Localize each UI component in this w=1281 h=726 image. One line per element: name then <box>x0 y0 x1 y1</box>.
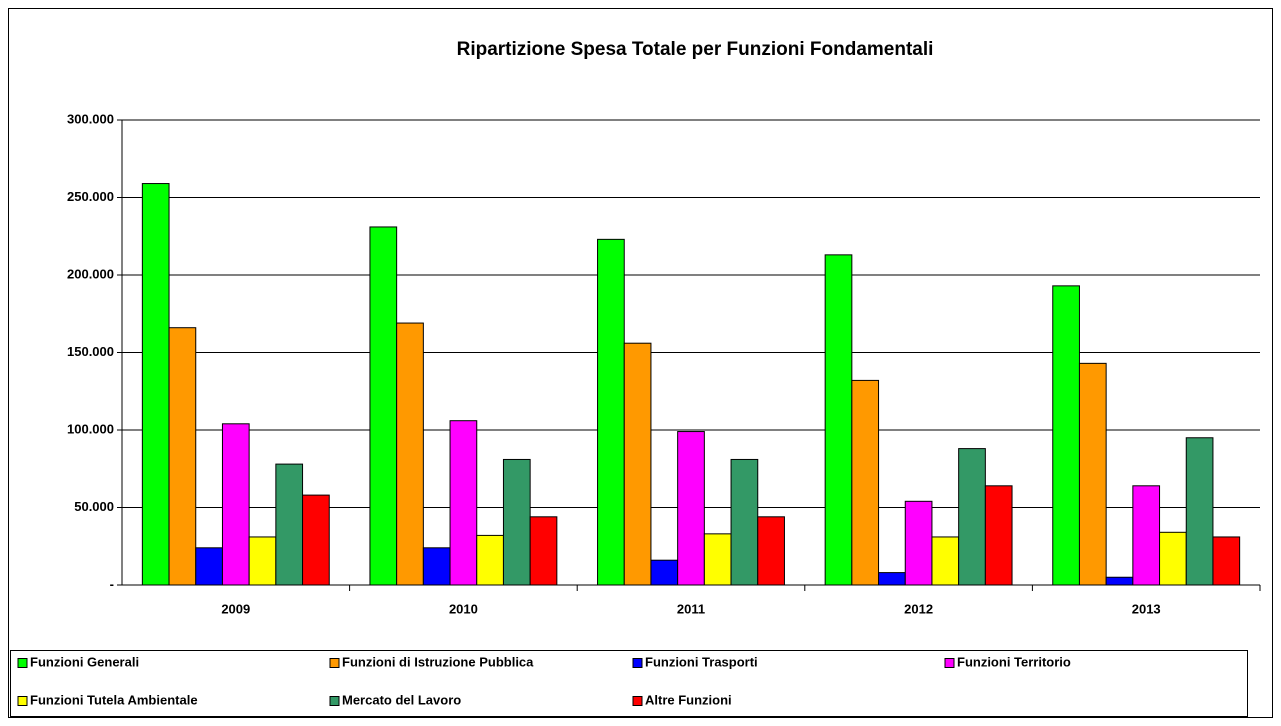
bar <box>623 342 652 586</box>
x-tick-label: 2009 <box>221 601 250 616</box>
bar <box>851 379 880 586</box>
bar <box>703 533 732 586</box>
bar <box>1132 485 1161 586</box>
bar <box>931 536 960 586</box>
bar <box>221 423 250 586</box>
legend-label: Altre Funzioni <box>645 692 732 707</box>
bar <box>449 420 478 586</box>
legend-swatch <box>329 696 340 706</box>
bar <box>677 431 705 586</box>
y-tick-label: 50.000 <box>74 499 114 514</box>
legend-swatch <box>17 658 28 668</box>
legend-label: Funzioni Territorio <box>957 654 1071 669</box>
x-tick-label: 2011 <box>677 601 705 616</box>
bar <box>476 534 504 586</box>
bar <box>195 547 223 586</box>
legend-swatch <box>17 696 28 706</box>
y-tick-label: 100.000 <box>67 421 114 436</box>
legend-swatch <box>632 658 643 668</box>
bar <box>597 238 625 586</box>
x-tick-label: 2010 <box>449 601 478 616</box>
bar <box>1052 285 1080 586</box>
y-tick-label: 200.000 <box>67 266 114 281</box>
bar <box>529 516 558 586</box>
y-tick-label: 300.000 <box>67 111 114 126</box>
bar <box>958 448 986 586</box>
bar <box>141 183 170 586</box>
x-tick-label: 2013 <box>1132 601 1161 616</box>
bar <box>757 516 785 586</box>
bar <box>302 494 330 586</box>
bar <box>1212 536 1241 586</box>
bar <box>422 547 451 586</box>
legend-box <box>10 650 1248 717</box>
x-tick-label: 2012 <box>904 601 933 616</box>
bar <box>1105 576 1134 586</box>
bar <box>984 485 1013 586</box>
bar <box>502 458 531 586</box>
bar <box>824 254 853 586</box>
legend-label: Funzioni di Istruzione Pubblica <box>342 654 534 669</box>
legend-swatch <box>944 658 955 668</box>
bar <box>730 458 759 586</box>
bar <box>248 536 277 586</box>
bar <box>650 559 679 586</box>
bar <box>396 322 424 586</box>
bar <box>1078 362 1107 586</box>
bar <box>1159 531 1187 586</box>
bar <box>369 226 398 586</box>
legend-swatch <box>329 658 340 668</box>
y-tick-label: - <box>110 576 114 591</box>
y-tick-label: 150.000 <box>67 344 114 359</box>
legend-label: Mercato del Lavoro <box>342 692 461 707</box>
bar <box>275 463 304 586</box>
bar <box>878 572 906 586</box>
legend-label: Funzioni Generali <box>30 654 139 669</box>
legend-swatch <box>632 696 643 706</box>
legend-label: Funzioni Trasporti <box>645 654 758 669</box>
legend-label: Funzioni Tutela Ambientale <box>30 692 198 707</box>
bar <box>904 500 933 586</box>
bar <box>168 327 197 586</box>
chart-title: Ripartizione Spesa Totale per Funzioni F… <box>457 39 934 60</box>
bar <box>1185 437 1214 586</box>
y-tick-label: 250.000 <box>67 189 114 204</box>
